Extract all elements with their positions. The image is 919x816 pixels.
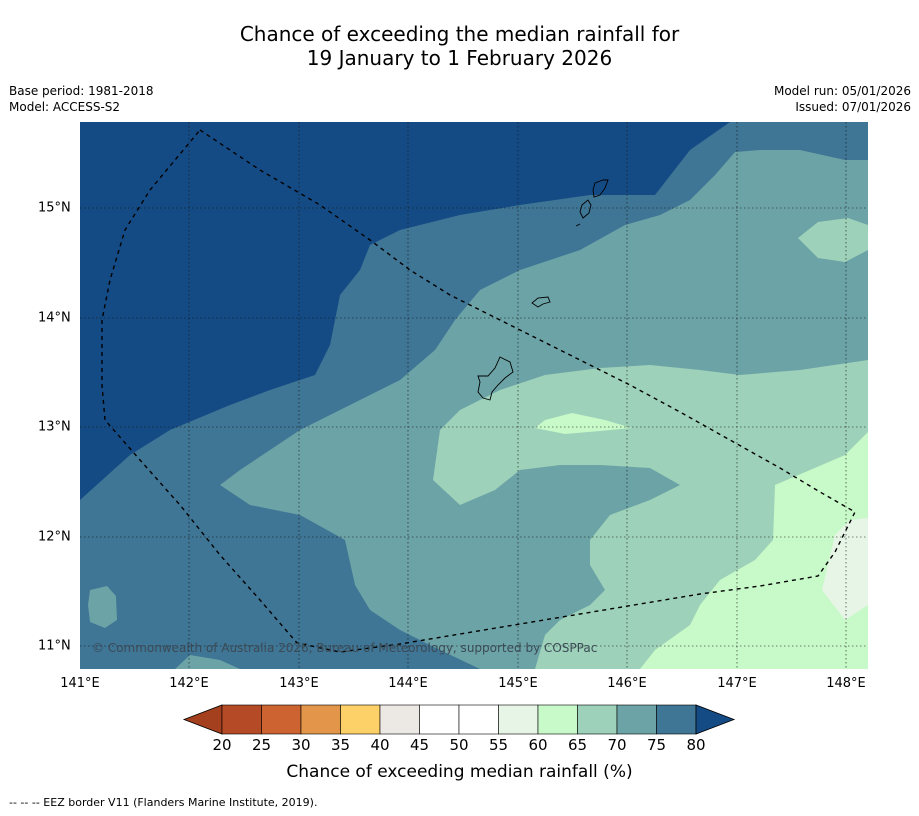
zone-60-lens — [535, 413, 632, 434]
title-line-2: 19 January to 1 February 2026 — [306, 46, 613, 70]
lon-label-148e: 148°E — [826, 676, 866, 691]
colorbar-swatch — [616, 704, 657, 735]
colorbar-swatch — [340, 704, 381, 735]
colorbar-tick-label: 45 — [409, 736, 430, 754]
islands — [477, 179, 609, 401]
colorbar-swatch — [261, 704, 302, 735]
colorbar-tick-label: 55 — [488, 736, 509, 754]
rainfall-map — [80, 122, 868, 669]
model-run: Model run: 05/01/2026 — [773, 84, 911, 98]
base-period: Base period: 1981-2018 — [9, 84, 154, 98]
lat-label-15n: 15°N — [38, 200, 71, 216]
island-guam — [477, 356, 514, 401]
zone-80 — [80, 122, 730, 500]
zone-70-south — [175, 655, 240, 669]
gridlines — [80, 122, 868, 669]
lon-label-142e: 142°E — [169, 676, 209, 691]
colorbar-title: Chance of exceeding median rainfall (%) — [286, 762, 633, 782]
colorbar-tick-label: 20 — [212, 736, 232, 754]
lat-label-14n: 14°N — [38, 310, 71, 326]
colorbar-swatch — [537, 704, 578, 735]
colorbar — [182, 704, 736, 735]
colorbar-tick-label: 75 — [646, 736, 667, 754]
colorbar-tick-label: 40 — [370, 736, 390, 754]
zone-65-north — [798, 218, 868, 262]
island-aguijan — [575, 223, 581, 227]
colorbar-tick-label: 65 — [567, 736, 588, 754]
lat-label-11n: 11°N — [38, 638, 71, 654]
colorbar-extend-low — [182, 704, 223, 735]
lat-label-12n: 12°N — [38, 529, 71, 545]
lon-label-144e: 144°E — [388, 676, 428, 691]
model-name: Model: ACCESS-S2 — [9, 100, 121, 114]
colorbar-tick-label: 70 — [607, 736, 627, 754]
colorbar-tick-label: 35 — [330, 736, 351, 754]
island-rota — [531, 296, 551, 308]
issued-date: Issued: 07/01/2026 — [795, 100, 911, 114]
island-tinian — [579, 199, 592, 219]
colorbar-swatch — [300, 704, 341, 735]
island-saipan — [592, 179, 609, 198]
colorbar-swatch — [498, 704, 539, 735]
colorbar-tick-label: 25 — [251, 736, 272, 754]
zone-70-west — [88, 586, 117, 628]
copyright-notice: © Commonwealth of Australia 2026, Bureau… — [92, 641, 598, 655]
title-line-1: Chance of exceeding the median rainfall … — [239, 22, 680, 46]
colorbar-tick-label: 80 — [686, 736, 706, 754]
colorbar-swatch — [419, 704, 460, 735]
colorbar-swatch — [379, 704, 420, 735]
colorbar-tick-label: 50 — [449, 736, 469, 754]
meta-right: Model run: 05/01/2026 Issued: 07/01/2026 — [774, 83, 911, 115]
colorbar-swatch — [577, 704, 618, 735]
lon-label-145e: 145°E — [498, 676, 538, 691]
colorbar-swatch — [221, 704, 262, 735]
colorbar-extend-high — [695, 704, 736, 735]
lon-label-147e: 147°E — [717, 676, 757, 691]
eez-footnote: -- -- -- EEZ border V11 (Flanders Marine… — [9, 796, 318, 809]
eez-border — [101, 129, 856, 653]
colorbar-swatch — [656, 704, 697, 735]
lon-label-141e: 141°E — [60, 676, 100, 691]
zone-55 — [822, 518, 868, 620]
map-title: Chance of exceeding the median rainfall … — [0, 22, 919, 70]
colorbar-tick-label: 30 — [291, 736, 311, 754]
colorbar-swatch — [458, 704, 499, 735]
lon-label-146e: 146°E — [607, 676, 647, 691]
zone-60 — [640, 432, 868, 669]
meta-left: Base period: 1981-2018 Model: ACCESS-S2 — [9, 83, 154, 115]
colorbar-tick-label: 60 — [528, 736, 548, 754]
lat-label-13n: 13°N — [38, 419, 71, 435]
lon-label-143e: 143°E — [279, 676, 319, 691]
